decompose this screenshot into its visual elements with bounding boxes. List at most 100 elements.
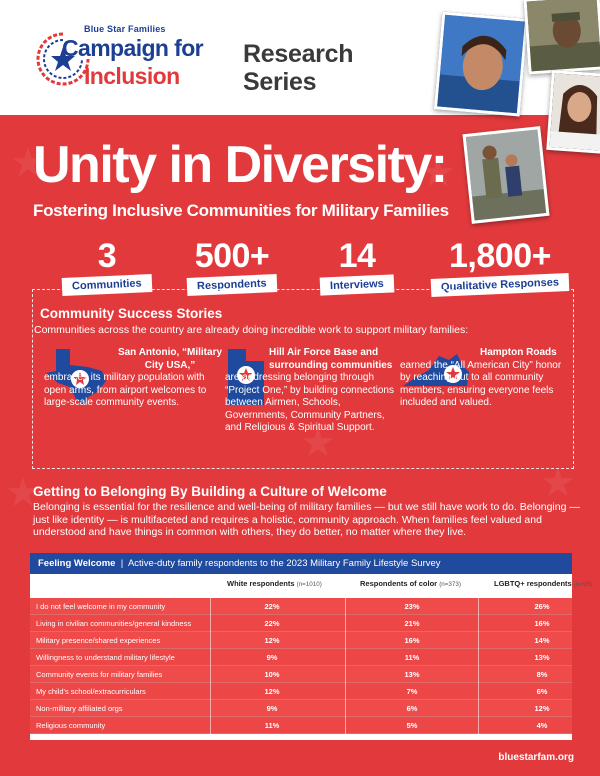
column-label: White respondents bbox=[227, 579, 295, 588]
cell-poc: 16% bbox=[404, 636, 420, 645]
cell-lgbtq: 6% bbox=[536, 687, 548, 696]
column-header-lgbtq: LGBTQ+ respondents (n=95) bbox=[494, 579, 592, 588]
cell-lgbtq: 12% bbox=[534, 704, 550, 713]
table-row: Military presence/shared experiences 12% 1… bbox=[30, 632, 572, 649]
row-label: Community events for military families bbox=[36, 670, 163, 679]
column-header-white: White respondents (n=1010) bbox=[227, 579, 322, 588]
background-star-icon: ★ bbox=[10, 141, 46, 185]
belonging-text: Belonging is essential for the resilienc… bbox=[33, 501, 580, 539]
table-row: My child's school/extracurriculars 12% 7% 6… bbox=[30, 683, 572, 700]
photo-child-face-paint bbox=[433, 11, 529, 117]
website-link[interactable]: bluestarfam.org bbox=[498, 752, 574, 763]
virginia-map-icon bbox=[403, 354, 469, 386]
stat-interviews: 14 Interviews bbox=[302, 237, 412, 296]
story-text: earned the “All American City” honor by … bbox=[400, 359, 562, 409]
table-caption: Active-duty family respondents to the 20… bbox=[127, 558, 441, 569]
stat-value: 1,800+ bbox=[449, 237, 551, 275]
table-row: Willingness to understand military lifes… bbox=[30, 649, 572, 666]
feeling-welcome-table: Feeling Welcome | Active-duty family res… bbox=[30, 553, 592, 740]
cell-white: 9% bbox=[266, 704, 278, 713]
cell-white: 12% bbox=[264, 687, 280, 696]
cell-lgbtq: 14% bbox=[534, 636, 550, 645]
table-column-headers: White respondents (n=1010) Respondents o… bbox=[30, 579, 592, 593]
cell-poc: 13% bbox=[404, 670, 420, 679]
story-hill-afb: Hill Air Force Base and surrounding comm… bbox=[225, 347, 395, 435]
background-star-icon: ★ bbox=[5, 471, 41, 515]
utah-map-icon bbox=[228, 349, 264, 405]
stat-value: 14 bbox=[338, 237, 376, 275]
stat-value: 3 bbox=[97, 237, 117, 275]
cell-poc: 7% bbox=[406, 687, 418, 696]
success-stories-intro: Communities across the country are alrea… bbox=[34, 324, 469, 336]
cell-poc: 6% bbox=[406, 704, 418, 713]
photo-service-member bbox=[523, 0, 600, 75]
story-lead: San Antonio, “Military City USA,” bbox=[117, 347, 223, 371]
column-divider bbox=[345, 598, 346, 734]
story-text: are addressing belonging through “Projec… bbox=[225, 372, 394, 433]
cell-lgbtq: 16% bbox=[534, 619, 550, 628]
page-title: Unity in Diversity: bbox=[33, 136, 448, 194]
row-label: I do not feel welcome in my community bbox=[36, 602, 166, 611]
cell-lgbtq: 26% bbox=[534, 602, 550, 611]
texas-map-icon bbox=[46, 349, 106, 405]
photo-military-family bbox=[462, 126, 550, 224]
background-star-icon: ★ bbox=[300, 421, 336, 465]
table-divider: | bbox=[118, 558, 128, 569]
story-san-antonio: San Antonio, “Military City USA,” embrac… bbox=[44, 347, 224, 410]
page-subtitle: Fostering Inclusive Communities for Mili… bbox=[33, 201, 449, 220]
cell-poc: 23% bbox=[404, 602, 420, 611]
cell-lgbtq: 13% bbox=[534, 653, 550, 662]
table-row: Religious community 11% 5% 4% bbox=[30, 717, 572, 734]
stat-qualitative-responses: 1,800+ Qualitative Responses bbox=[430, 237, 570, 298]
column-n: (n=95) bbox=[573, 581, 593, 588]
story-text: embraces its military population with op… bbox=[44, 372, 207, 408]
series-line2: Series bbox=[243, 68, 317, 96]
table-row: I do not feel welcome in my community 22%… bbox=[30, 598, 572, 615]
cell-lgbtq: 8% bbox=[536, 670, 548, 679]
column-divider bbox=[210, 598, 211, 734]
column-label: LGBTQ+ respondents bbox=[494, 579, 572, 588]
row-label: Living in civilian communities/general k… bbox=[36, 619, 192, 628]
column-n: (n=1010) bbox=[296, 581, 322, 588]
success-stories-box bbox=[32, 289, 574, 469]
table-row: Living in civilian communities/general k… bbox=[30, 615, 572, 632]
campaign-name-line1: Campaign for bbox=[62, 35, 204, 61]
cell-white: 11% bbox=[264, 721, 280, 730]
cell-poc: 5% bbox=[406, 721, 418, 730]
cell-lgbtq: 4% bbox=[536, 721, 548, 730]
org-name: Blue Star Families bbox=[84, 24, 166, 34]
stat-respondents: 500+ Respondents bbox=[172, 237, 292, 296]
column-label: Respondents of color bbox=[360, 579, 438, 588]
campaign-name-line2: Inclusion bbox=[84, 63, 180, 89]
photo-woman-smiling bbox=[546, 70, 600, 154]
cell-white: 10% bbox=[264, 670, 280, 679]
story-lead: Hampton Roads bbox=[480, 347, 557, 358]
research-series-label: Research Series bbox=[243, 40, 353, 96]
row-label: Non-military affiliated orgs bbox=[36, 704, 123, 713]
cell-white: 12% bbox=[264, 636, 280, 645]
row-label: My child's school/extracurriculars bbox=[36, 687, 146, 696]
table-rows: I do not feel welcome in my community 22%… bbox=[30, 598, 572, 734]
stat-communities: 3 Communities bbox=[52, 237, 162, 296]
success-stories-title: Community Success Stories bbox=[40, 306, 223, 321]
table-row: Community events for military families 10… bbox=[30, 666, 572, 683]
column-n: (n=373) bbox=[439, 581, 461, 588]
stat-value: 500+ bbox=[194, 237, 270, 275]
series-line1: Research bbox=[243, 40, 354, 68]
row-label: Willingness to understand military lifes… bbox=[36, 653, 175, 662]
row-label: Religious community bbox=[36, 721, 106, 730]
cell-white: 22% bbox=[264, 619, 280, 628]
table-header-bar: Feeling Welcome | Active-duty family res… bbox=[30, 553, 572, 574]
column-divider bbox=[478, 598, 479, 734]
star-swirl-logo-icon bbox=[36, 32, 90, 86]
table-row: Non-military affiliated orgs 9% 6% 12% bbox=[30, 700, 572, 717]
cell-poc: 21% bbox=[404, 619, 420, 628]
row-label: Military presence/shared experiences bbox=[36, 636, 161, 645]
campaign-logo[interactable]: Blue Star Families Campaign for Inclusio… bbox=[34, 22, 224, 92]
belonging-title: Getting to Belonging By Building a Cultu… bbox=[33, 484, 387, 499]
cell-white: 9% bbox=[266, 653, 278, 662]
cell-white: 22% bbox=[264, 602, 280, 611]
table-title: Feeling Welcome bbox=[38, 558, 116, 569]
background-star-icon: ★ bbox=[420, 151, 456, 195]
cell-poc: 11% bbox=[404, 653, 420, 662]
